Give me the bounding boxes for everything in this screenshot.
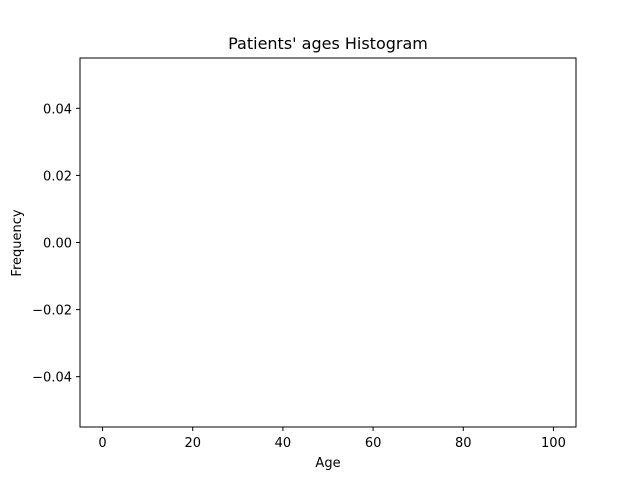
y-tick-label: 0.02 xyxy=(43,169,72,184)
x-tick-label: 60 xyxy=(365,436,382,451)
x-tick-label: 20 xyxy=(184,436,201,451)
y-axis-label: Frequency xyxy=(10,209,25,276)
x-tick-label: 40 xyxy=(275,436,292,451)
x-axis-ticks: 0 20 40 60 80 100 xyxy=(98,427,566,451)
chart-title: Patients' ages Histogram xyxy=(228,34,428,53)
x-tick-label: 100 xyxy=(541,436,566,451)
x-axis-label: Age xyxy=(315,456,340,471)
y-tick-label: −0.02 xyxy=(32,304,72,319)
y-axis-ticks: −0.04 −0.02 0.00 0.02 0.04 xyxy=(32,102,80,386)
x-tick-label: 0 xyxy=(98,436,106,451)
x-tick-label: 80 xyxy=(455,436,472,451)
y-tick-label: 0.00 xyxy=(43,237,72,252)
plot-area-frame xyxy=(79,57,577,428)
y-tick-label: −0.04 xyxy=(32,371,72,386)
y-tick-label: 0.04 xyxy=(43,102,72,117)
